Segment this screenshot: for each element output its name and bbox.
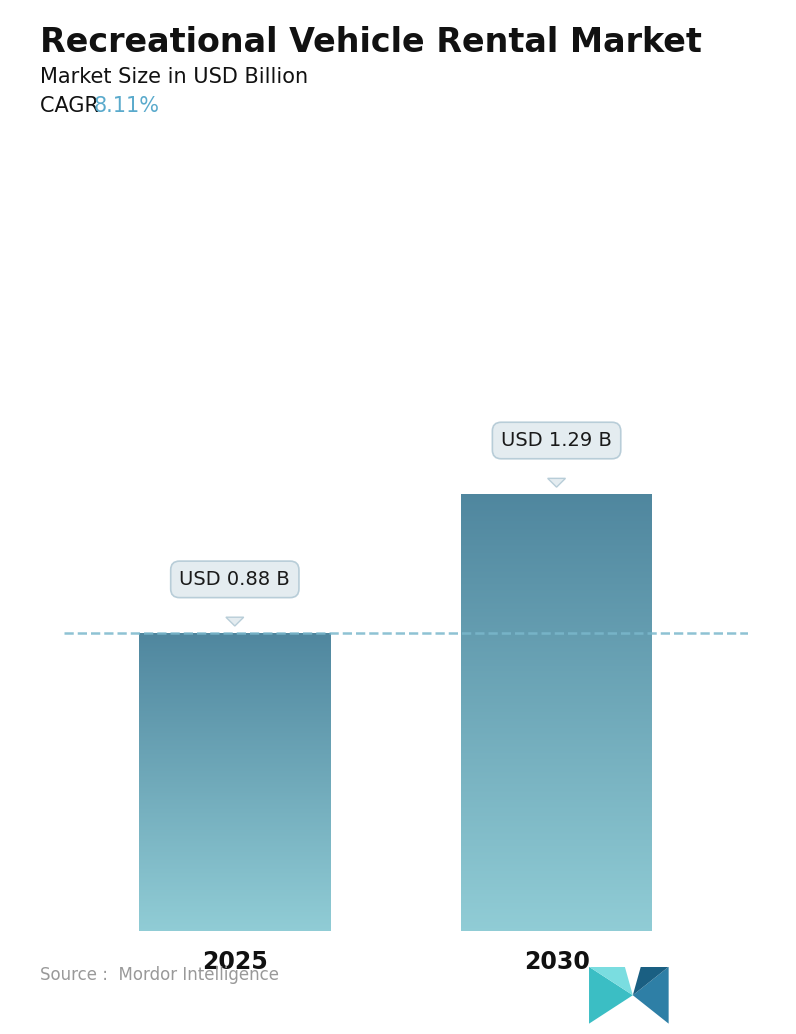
Polygon shape — [226, 617, 244, 626]
Text: USD 1.29 B: USD 1.29 B — [501, 431, 612, 450]
Polygon shape — [633, 967, 669, 1024]
Text: Recreational Vehicle Rental Market: Recreational Vehicle Rental Market — [40, 26, 702, 59]
Polygon shape — [589, 967, 633, 1024]
Text: Source :  Mordor Intelligence: Source : Mordor Intelligence — [40, 967, 279, 984]
Text: USD 0.88 B: USD 0.88 B — [179, 570, 291, 589]
Text: 8.11%: 8.11% — [94, 96, 160, 116]
Text: CAGR: CAGR — [40, 96, 105, 116]
Polygon shape — [633, 967, 669, 995]
Text: Market Size in USD Billion: Market Size in USD Billion — [40, 67, 308, 87]
Polygon shape — [589, 967, 633, 995]
Polygon shape — [548, 479, 565, 487]
